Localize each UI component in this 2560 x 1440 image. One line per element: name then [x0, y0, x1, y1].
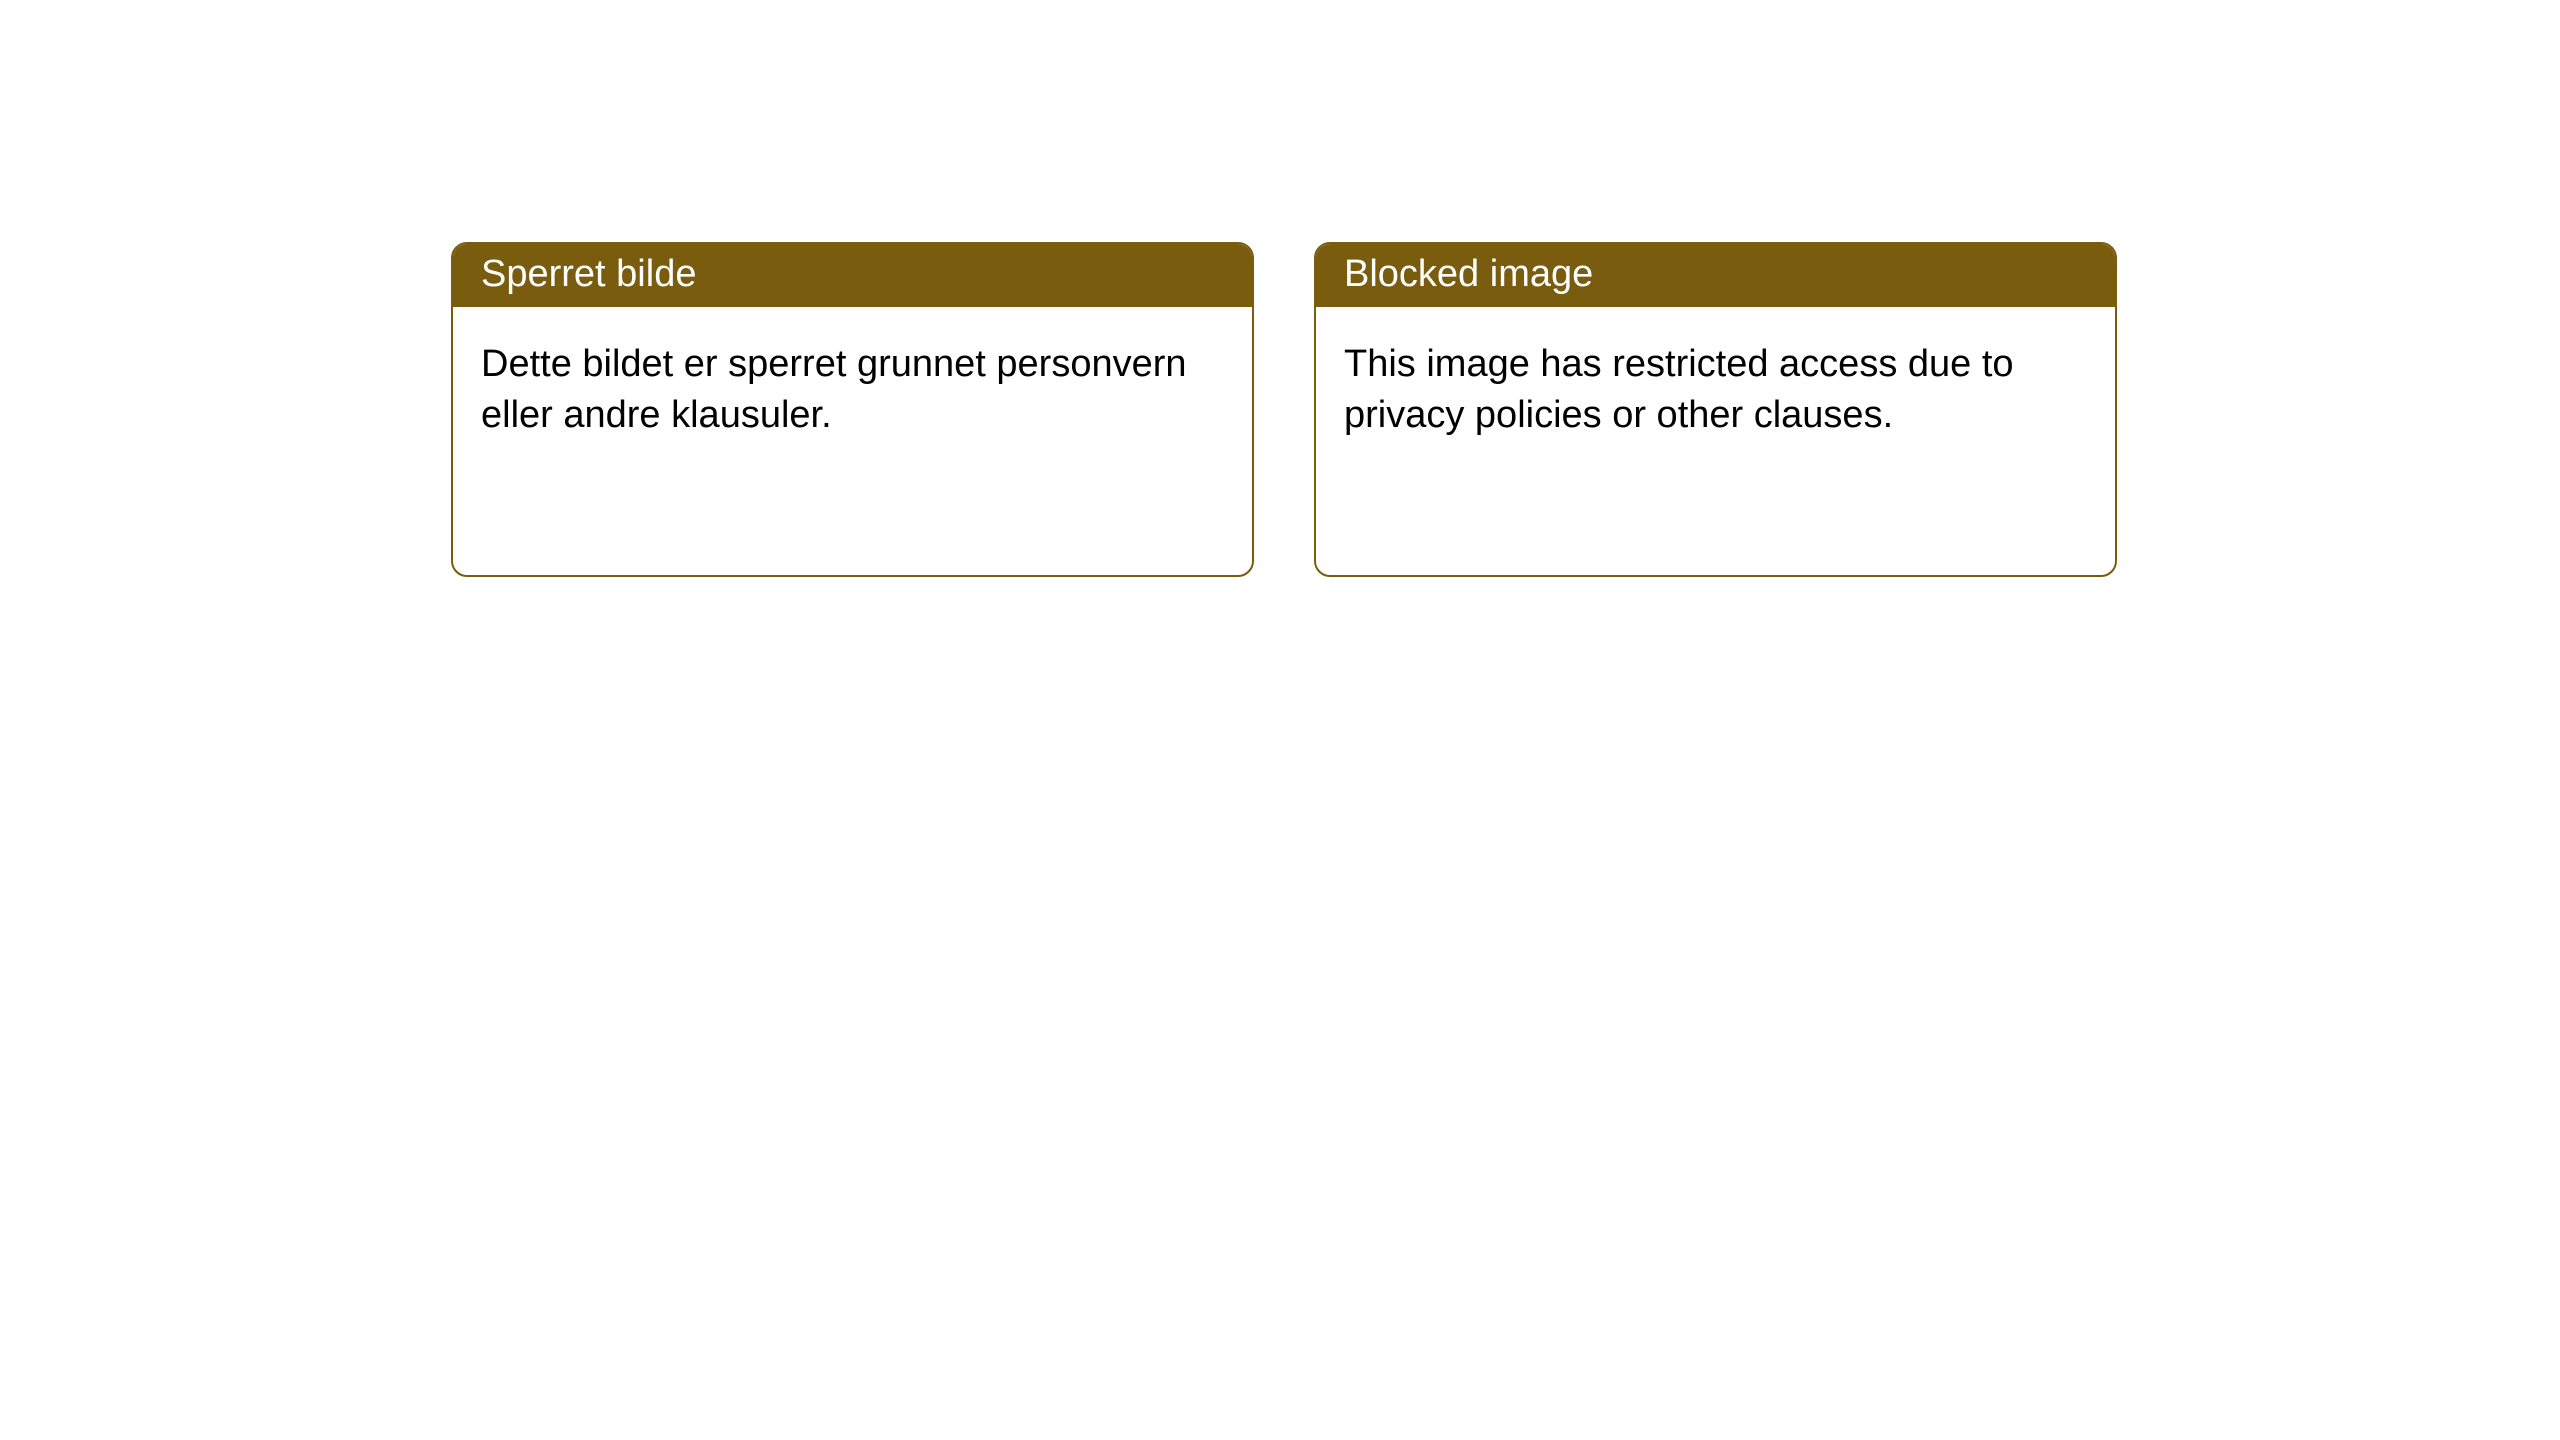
notice-title: Blocked image — [1344, 253, 1593, 295]
notice-container: Sperret bilde Dette bildet er sperret gr… — [0, 0, 2560, 577]
notice-body: This image has restricted access due to … — [1316, 307, 2115, 474]
notice-title: Sperret bilde — [481, 253, 696, 295]
notice-body: Dette bildet er sperret grunnet personve… — [453, 307, 1252, 474]
notice-header: Sperret bilde — [453, 244, 1252, 307]
notice-card-norwegian: Sperret bilde Dette bildet er sperret gr… — [451, 242, 1254, 577]
notice-card-english: Blocked image This image has restricted … — [1314, 242, 2117, 577]
notice-header: Blocked image — [1316, 244, 2115, 307]
notice-text: Dette bildet er sperret grunnet personve… — [481, 343, 1187, 436]
notice-text: This image has restricted access due to … — [1344, 343, 2014, 436]
